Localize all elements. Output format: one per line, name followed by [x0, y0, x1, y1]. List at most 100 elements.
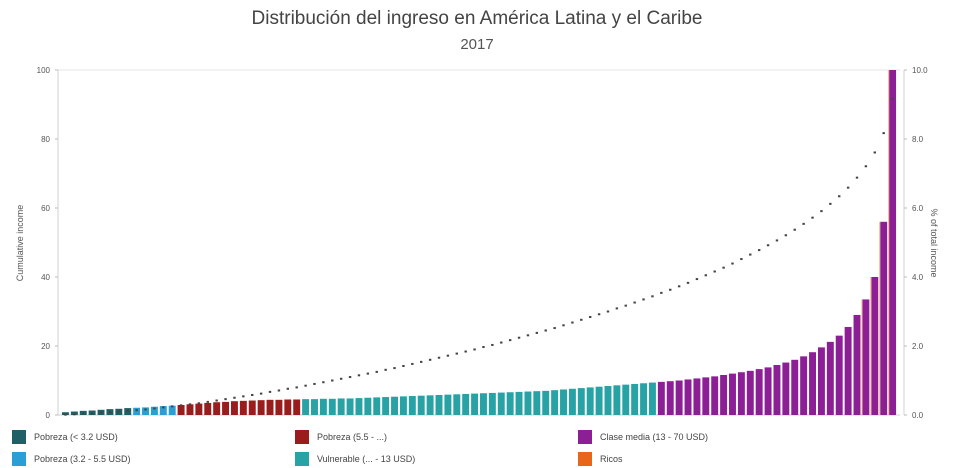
- cumulative-point: [446, 354, 450, 357]
- legend-label: Pobreza (3.2 - 5.5 USD): [34, 454, 131, 464]
- y-axis-left-label: Cumulative income: [15, 204, 25, 282]
- bar: [693, 378, 701, 415]
- bar: [480, 393, 487, 415]
- bar: [640, 383, 648, 415]
- bar: [720, 374, 728, 415]
- cumulative-point: [766, 244, 770, 247]
- cumulative-point: [571, 321, 574, 324]
- bar: [586, 387, 594, 415]
- cumulative-point: [695, 278, 699, 281]
- bar: [515, 391, 523, 415]
- legend-item[interactable]: Vulnerable (... - 13 USD): [295, 452, 415, 466]
- y-tick-label: 40: [41, 273, 50, 282]
- cumulative-point: [215, 399, 218, 402]
- bar: [471, 393, 479, 415]
- bar: [800, 356, 808, 415]
- y-right-tick-label: 6.0: [912, 204, 924, 213]
- bar: [809, 352, 816, 415]
- legend: Pobreza (< 3.2 USD) Pobreza (5.5 - ...) …: [0, 425, 954, 468]
- bar: [302, 399, 310, 415]
- bar: [337, 398, 345, 415]
- legend-label: Clase media (13 - 70 USD): [600, 432, 709, 442]
- cumulative-point: [268, 390, 272, 393]
- bar: [159, 406, 167, 415]
- y-tick-label: 0: [46, 411, 51, 420]
- cumulative-point: [437, 356, 441, 359]
- cumulative-point: [411, 362, 414, 365]
- cumulative-point: [588, 316, 592, 319]
- cumulative-point: [660, 291, 663, 294]
- cumulative-point: [251, 393, 254, 396]
- bar: [462, 393, 470, 415]
- bar: [186, 404, 194, 415]
- cumulative-point: [553, 327, 556, 330]
- cumulative-point: [677, 285, 681, 288]
- cumulative-point: [526, 334, 530, 337]
- bar: [755, 369, 763, 415]
- bar: [702, 377, 710, 415]
- bar: [177, 405, 185, 415]
- bar: [293, 399, 301, 415]
- cumulative-point: [740, 258, 743, 261]
- cumulative-point: [339, 377, 343, 380]
- bar: [391, 396, 398, 415]
- bar: [204, 402, 212, 415]
- y-tick-label: 20: [41, 342, 50, 351]
- cumulative-point: [117, 410, 121, 413]
- bar: [399, 396, 407, 415]
- legend-item[interactable]: Pobreza (< 3.2 USD): [12, 430, 118, 444]
- bar-highlight: [861, 299, 863, 415]
- bar: [168, 405, 176, 415]
- bar: [791, 359, 799, 415]
- bar: [426, 395, 434, 415]
- cumulative-point: [428, 358, 432, 361]
- bar-highlight: [879, 221, 881, 415]
- cumulative-point: [233, 396, 236, 399]
- cumulative-point: [873, 151, 876, 154]
- cumulative-point: [615, 307, 619, 310]
- cumulative-point: [144, 408, 147, 411]
- y-axis-right-label: % of total income: [929, 208, 939, 278]
- cumulative-point: [491, 343, 494, 346]
- cumulative-point: [838, 195, 841, 198]
- bar: [711, 376, 719, 415]
- bar: [622, 384, 630, 415]
- bar: [675, 380, 683, 415]
- legend-item[interactable]: Pobreza (5.5 - ...): [295, 430, 387, 444]
- bar: [577, 388, 585, 415]
- cumulative-point: [535, 331, 539, 334]
- cumulative-point: [775, 239, 779, 242]
- cumulative-point: [242, 395, 245, 398]
- legend-item[interactable]: Ricos: [578, 452, 623, 466]
- cumulative-point: [544, 329, 547, 332]
- cumulative-point: [793, 228, 796, 231]
- cumulative-point: [508, 339, 512, 342]
- cumulative-point: [633, 301, 636, 304]
- legend-item[interactable]: Pobreza (3.2 - 5.5 USD): [12, 452, 131, 466]
- cumulative-point: [820, 210, 823, 213]
- bar: [880, 221, 888, 415]
- legend-swatch: [295, 430, 309, 444]
- bar: [746, 370, 754, 415]
- y-right-tick-label: 0.0: [912, 411, 924, 420]
- bar: [319, 398, 327, 415]
- bar: [346, 398, 354, 415]
- cumulative-point: [802, 222, 805, 225]
- cumulative-point: [162, 406, 165, 409]
- legend-label: Pobreza (5.5 - ...): [317, 432, 388, 442]
- bar: [248, 400, 256, 415]
- cumulative-point: [197, 402, 201, 405]
- bar: [737, 372, 745, 415]
- cumulative-point: [82, 412, 85, 415]
- legend-item[interactable]: Clase media (13 - 70 USD): [578, 430, 708, 444]
- bar: [551, 390, 559, 415]
- cumulative-point: [811, 216, 814, 219]
- cumulative-point: [473, 348, 476, 351]
- cumulative-point: [90, 412, 94, 415]
- bar: [729, 373, 736, 415]
- bar: [497, 392, 505, 415]
- cumulative-point: [99, 411, 103, 414]
- cumulative-point: [882, 132, 885, 135]
- bar: [782, 362, 790, 415]
